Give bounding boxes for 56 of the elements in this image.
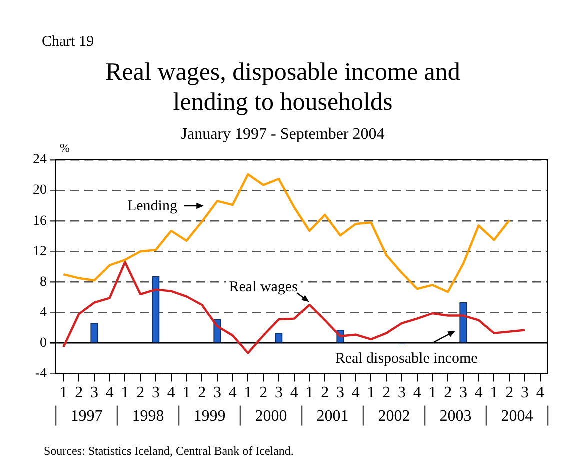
- x-tick-label: 4: [352, 384, 360, 402]
- x-tick-label: 4: [290, 384, 298, 402]
- y-tick-label: 0: [40, 336, 47, 351]
- x-tick-label: 2: [198, 384, 206, 402]
- series-label: Real wages: [229, 279, 298, 296]
- series-label: Real disposable income: [335, 351, 478, 368]
- x-tick-label: 3: [336, 384, 344, 402]
- x-tick-label: 2: [260, 384, 268, 402]
- x-tick-label: 3: [274, 384, 283, 402]
- x-tick-label: 4: [106, 384, 114, 402]
- y-tick-label: 16: [33, 214, 47, 229]
- text: 2002: [378, 408, 410, 425]
- caption: Chart 19: [42, 34, 94, 50]
- y-tick-label: 12: [33, 244, 47, 260]
- x-tick-label: 4: [413, 384, 422, 402]
- x-tick-label: 2: [136, 384, 145, 402]
- x-tick-label: 2: [75, 384, 84, 402]
- x-tick-label: 1: [490, 384, 498, 402]
- x-tick-label: 3: [398, 384, 406, 402]
- x-tick-label: 3: [90, 384, 98, 402]
- x-tick-label: 3: [520, 384, 529, 402]
- x-tick-label: 4: [474, 384, 483, 402]
- y-axis-title: %: [60, 141, 70, 155]
- text: 2001: [316, 408, 349, 425]
- x-tick-label: 1: [121, 384, 130, 402]
- text: 1999: [194, 408, 226, 425]
- x-tick-label: 3: [213, 384, 222, 402]
- x-tick-label: 3: [152, 384, 160, 402]
- x-tick-label: 1: [60, 384, 68, 402]
- y-tick-label: -4: [35, 366, 47, 382]
- chart-title: Real wages, disposable income and lending to households: [106, 59, 461, 116]
- text: 2000: [255, 408, 288, 425]
- series-label: Lending: [127, 198, 178, 214]
- x-tick-label: 4: [228, 384, 237, 402]
- x-tick-label: 4: [536, 384, 544, 402]
- chart-subtitle: January 1997 - September 2004: [181, 126, 385, 143]
- text: 2003: [440, 408, 472, 425]
- x-tick-label: 1: [182, 384, 191, 402]
- x-tick-label: 2: [321, 384, 330, 402]
- x-tick-label: 3: [459, 384, 468, 402]
- x-tick-label: 1: [367, 384, 376, 402]
- source-note: Sources: Statistics Iceland, Central Bank of Iceland.: [44, 444, 294, 458]
- x-tick-label: 1: [244, 384, 252, 402]
- text: 1998: [132, 408, 164, 425]
- y-tick-label: 20: [33, 183, 47, 198]
- x-tick-label: 2: [444, 384, 452, 402]
- x-tick-label: 2: [382, 384, 391, 402]
- x-tick-label: 1: [428, 384, 437, 402]
- y-tick-label: 24: [33, 152, 47, 168]
- x-tick-label: 4: [167, 384, 176, 402]
- y-tick-label: 4: [40, 305, 47, 320]
- x-tick-label: 2: [506, 384, 514, 402]
- text: 1997: [70, 408, 103, 425]
- x-tick-label: 1: [306, 384, 314, 402]
- text: 2004: [501, 408, 534, 425]
- y-tick-label: 8: [40, 274, 47, 290]
